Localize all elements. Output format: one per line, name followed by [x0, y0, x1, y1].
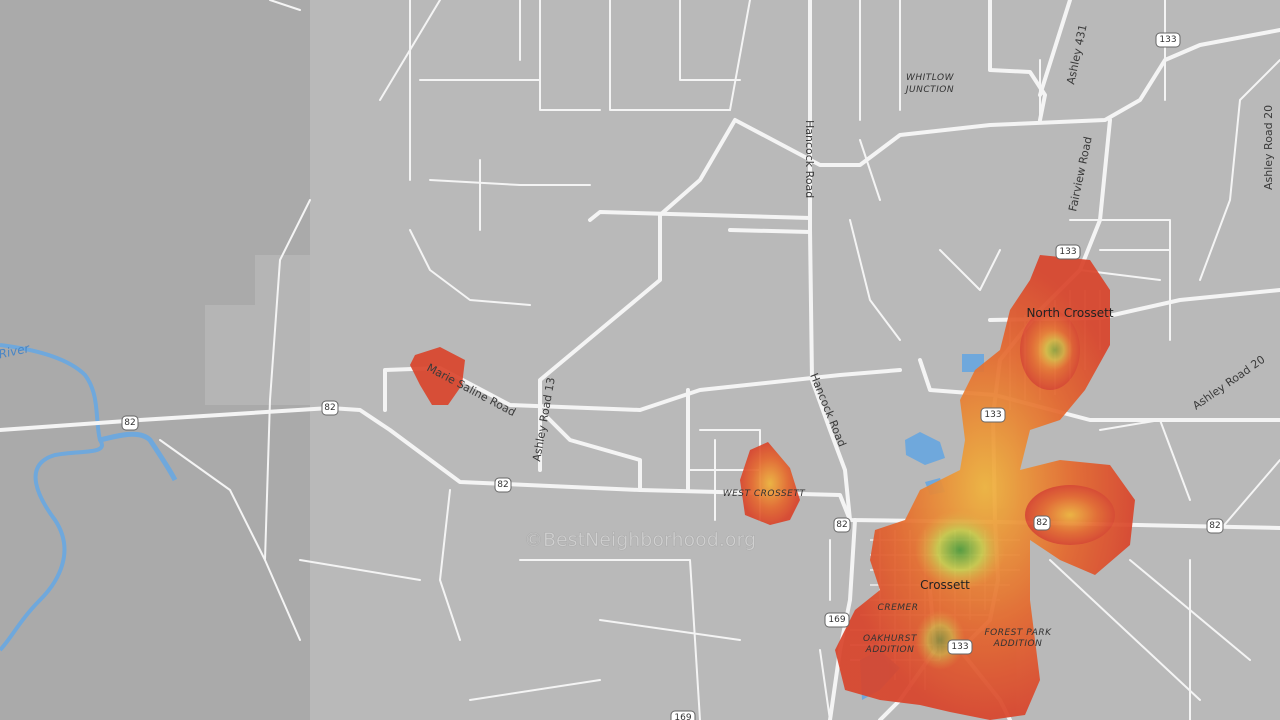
place-label: OAKHURST: [863, 634, 918, 644]
route-number: 169: [828, 615, 845, 625]
route-number: 82: [1036, 518, 1047, 528]
place-label: Crossett: [920, 578, 970, 592]
route-shield: [494, 477, 512, 493]
place-label: ADDITION: [993, 639, 1043, 649]
route-number: 82: [324, 403, 335, 413]
place-label: CREMER: [878, 603, 919, 613]
route-number: 82: [497, 480, 508, 490]
route-number: 82: [836, 520, 847, 530]
route-shield: [1033, 515, 1051, 531]
watermark: ©BestNeighborhood.org: [524, 529, 756, 551]
route-number: 133: [984, 410, 1001, 420]
place-label: FOREST PARK: [984, 628, 1052, 638]
route-shield: [980, 407, 1006, 423]
route-shield: [321, 400, 339, 416]
place-label: WEST CROSSETT: [723, 489, 807, 499]
route-shield: [1155, 32, 1181, 48]
road-label: Hancock Road: [803, 120, 816, 198]
route-shield: [833, 517, 851, 533]
heat-zones: [410, 255, 1135, 720]
route-number: 133: [951, 642, 968, 652]
shields: 82 82 82 82 82 82 133 133 133 133 169 169: [121, 32, 1224, 720]
route-number: 82: [1209, 521, 1220, 531]
place-label: WHITLOW: [906, 73, 955, 83]
route-shield: [670, 710, 696, 720]
river: [0, 343, 104, 652]
minor-roads: [159, 0, 1280, 720]
route-shield: [121, 415, 139, 431]
river: [99, 431, 178, 482]
land-parcel: [205, 255, 310, 405]
route-number: 133: [1159, 35, 1176, 45]
place-label: ADDITION: [865, 645, 915, 655]
route-shield: [947, 639, 973, 655]
route-shield: [824, 612, 850, 628]
route-shield: [1206, 518, 1224, 534]
place-label: North Crossett: [1026, 306, 1113, 320]
route-shield: [1055, 244, 1081, 260]
route-number: 133: [1059, 247, 1076, 257]
road-label: Ashley Road 20: [1262, 105, 1275, 190]
place-label: JUNCTION: [904, 85, 954, 95]
route-number: 169: [674, 713, 691, 720]
route-number: 82: [124, 418, 135, 428]
